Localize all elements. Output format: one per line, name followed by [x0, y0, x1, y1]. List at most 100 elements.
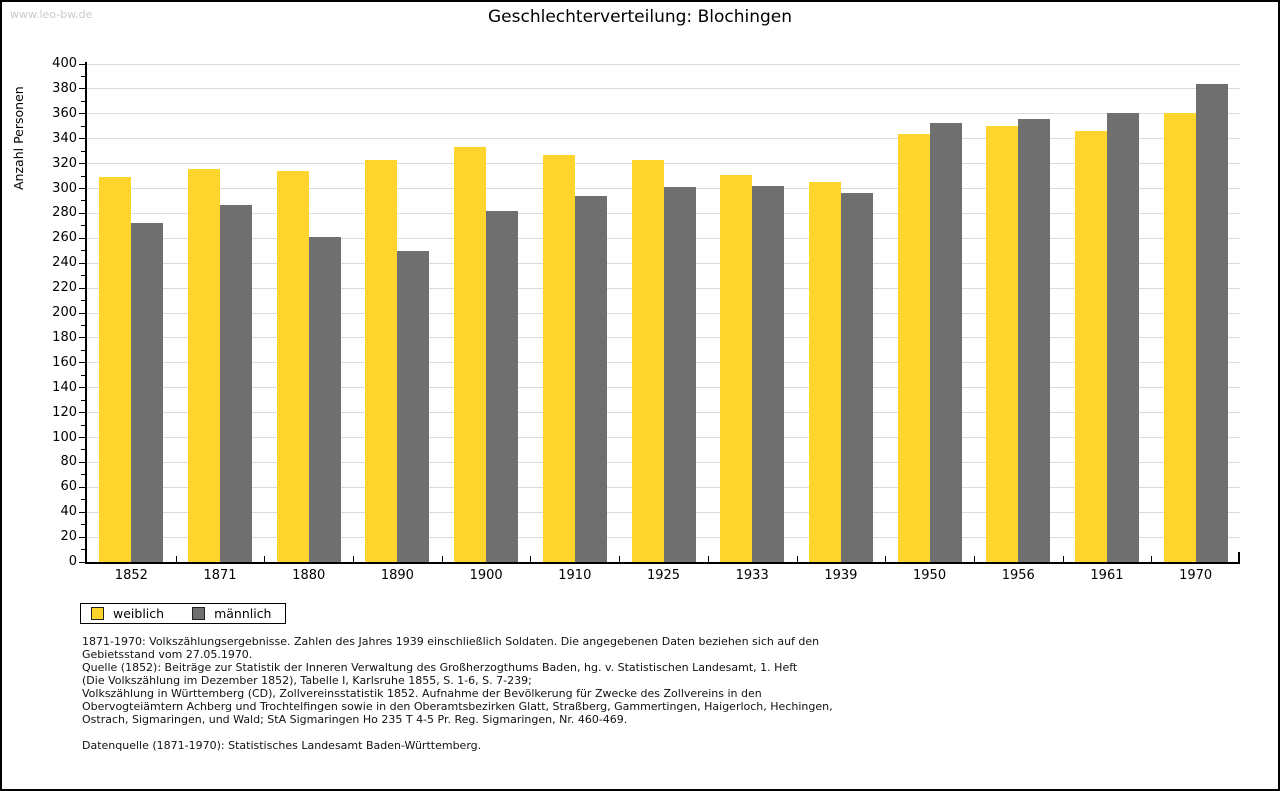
x-boundary-tick: [796, 556, 798, 562]
footnote-line: Volkszählung in Württemberg (CD), Zollve…: [82, 687, 762, 700]
x-boundary-tick: [619, 556, 621, 562]
y-tick: [79, 312, 85, 314]
y-tick: [79, 138, 85, 140]
bar-weiblich: [808, 182, 841, 562]
legend-item: männlich: [192, 607, 271, 620]
x-tick-label: 1961: [1090, 568, 1124, 583]
y-tick: [79, 63, 85, 65]
bar-weiblich: [1074, 131, 1107, 562]
x-boundary-tick: [885, 556, 887, 562]
y-tick-label: 100: [52, 429, 77, 445]
y-tick-label: 340: [52, 130, 77, 146]
plot-area: 0 20 40 60 80 100 120 140 160 180 200 220 240 260 280 3…: [52, 57, 1240, 583]
y-tick: [79, 461, 85, 463]
y-minor-tick: [81, 524, 85, 526]
y-minor-tick: [81, 374, 85, 376]
y-minor-tick: [81, 225, 85, 227]
x-tick-label: 1970: [1179, 568, 1213, 583]
bar-maennlich: [131, 223, 164, 562]
x-tick-label: 1910: [558, 568, 592, 583]
footnote-line: 1871-1970: Volkszählungsergebnisse. Zahl…: [82, 635, 820, 648]
bar-maennlich: [220, 204, 253, 562]
footnotes: 1871-1970: Volkszählungsergebnisse. Zahl…: [82, 635, 833, 726]
y-tick: [79, 88, 85, 90]
bar-maennlich: [1018, 118, 1051, 562]
y-tick-label: 220: [52, 280, 77, 296]
bar-weiblich: [720, 174, 753, 562]
y-tick-label: 40: [60, 504, 77, 520]
legend-swatch-icon: [91, 607, 104, 620]
y-minor-tick: [81, 200, 85, 202]
y-axis-line: [85, 62, 87, 564]
bar-maennlich: [1106, 112, 1139, 562]
y-minor-tick: [81, 300, 85, 302]
x-boundary-tick: [264, 556, 266, 562]
y-minor-tick: [81, 474, 85, 476]
y-tick: [79, 262, 85, 264]
footnote-line: Obervogteiämtern Achberg und Trochtelfin…: [82, 700, 833, 713]
y-minor-tick: [81, 175, 85, 177]
gridline: [87, 163, 1240, 165]
bar-weiblich: [1163, 112, 1196, 562]
y-tick-label: 200: [52, 305, 77, 320]
legend-item: weiblich: [91, 607, 164, 620]
x-tick-label: 1950: [913, 568, 947, 583]
y-tick-label: 260: [52, 230, 77, 246]
y-minor-tick: [81, 399, 85, 401]
x-tick-label: 1890: [380, 568, 414, 583]
y-tick: [79, 561, 85, 563]
y-minor-tick: [81, 125, 85, 127]
bar-weiblich: [454, 147, 487, 562]
bar-weiblich: [99, 177, 132, 562]
y-tick: [79, 536, 85, 538]
y-tick-label: 240: [52, 255, 77, 271]
y-tick: [79, 212, 85, 214]
legend-label: männlich: [214, 606, 272, 621]
x-boundary-tick: [973, 556, 975, 562]
x-boundary-tick: [707, 556, 709, 562]
bar-maennlich: [397, 250, 430, 562]
y-tick-label: 300: [52, 180, 77, 196]
y-minor-tick: [81, 250, 85, 252]
y-tick-label: 400: [52, 56, 77, 71]
x-boundary-tick: [441, 556, 443, 562]
x-tick-label: 1880: [292, 568, 326, 583]
footnote-line: Quelle (1852): Beiträge zur Statistik de…: [82, 661, 798, 674]
legend-swatch-icon: [192, 607, 206, 620]
y-tick: [79, 287, 85, 289]
y-tick: [79, 337, 85, 339]
bar-weiblich: [631, 159, 664, 562]
y-minor-tick: [81, 324, 85, 326]
y-tick-label: 380: [52, 80, 77, 96]
datasource-line: Datenquelle (1871-1970): Statistisches L…: [82, 739, 482, 752]
y-minor-tick: [81, 349, 85, 351]
y-tick: [79, 362, 85, 364]
y-minor-tick: [81, 275, 85, 277]
y-tick: [79, 387, 85, 389]
y-tick: [79, 113, 85, 115]
x-tick-label: 1956: [1001, 568, 1035, 583]
y-tick-label: 120: [52, 404, 77, 420]
y-tick: [79, 163, 85, 165]
y-tick: [79, 412, 85, 414]
bar-weiblich: [897, 133, 930, 562]
x-boundary-tick: [175, 556, 177, 562]
y-tick-label: 320: [52, 155, 77, 171]
bar-weiblich: [542, 154, 575, 562]
x-tick-label: 1933: [735, 568, 769, 583]
y-tick: [79, 237, 85, 239]
y-tick-label: 280: [52, 205, 77, 221]
y-tick-label: 0: [68, 554, 77, 569]
footnote-line: Gebietsstand vom 27.05.1970.: [82, 648, 253, 661]
y-minor-tick: [81, 499, 85, 501]
footnote-line: (Die Volkszählung im Dezember 1852), Tab…: [82, 674, 532, 687]
bar-maennlich: [486, 210, 519, 562]
y-minor-tick: [81, 449, 85, 451]
y-tick: [79, 437, 85, 438]
footnote-line: Ostrach, Sigmaringen, und Wald; StA Sigm…: [82, 713, 628, 726]
y-tick-label: 360: [52, 105, 77, 121]
y-tick-label: 20: [60, 529, 77, 545]
y-axis-label: Anzahl Personen: [11, 86, 26, 190]
gridline: [87, 138, 1240, 140]
bar-maennlich: [308, 237, 341, 562]
